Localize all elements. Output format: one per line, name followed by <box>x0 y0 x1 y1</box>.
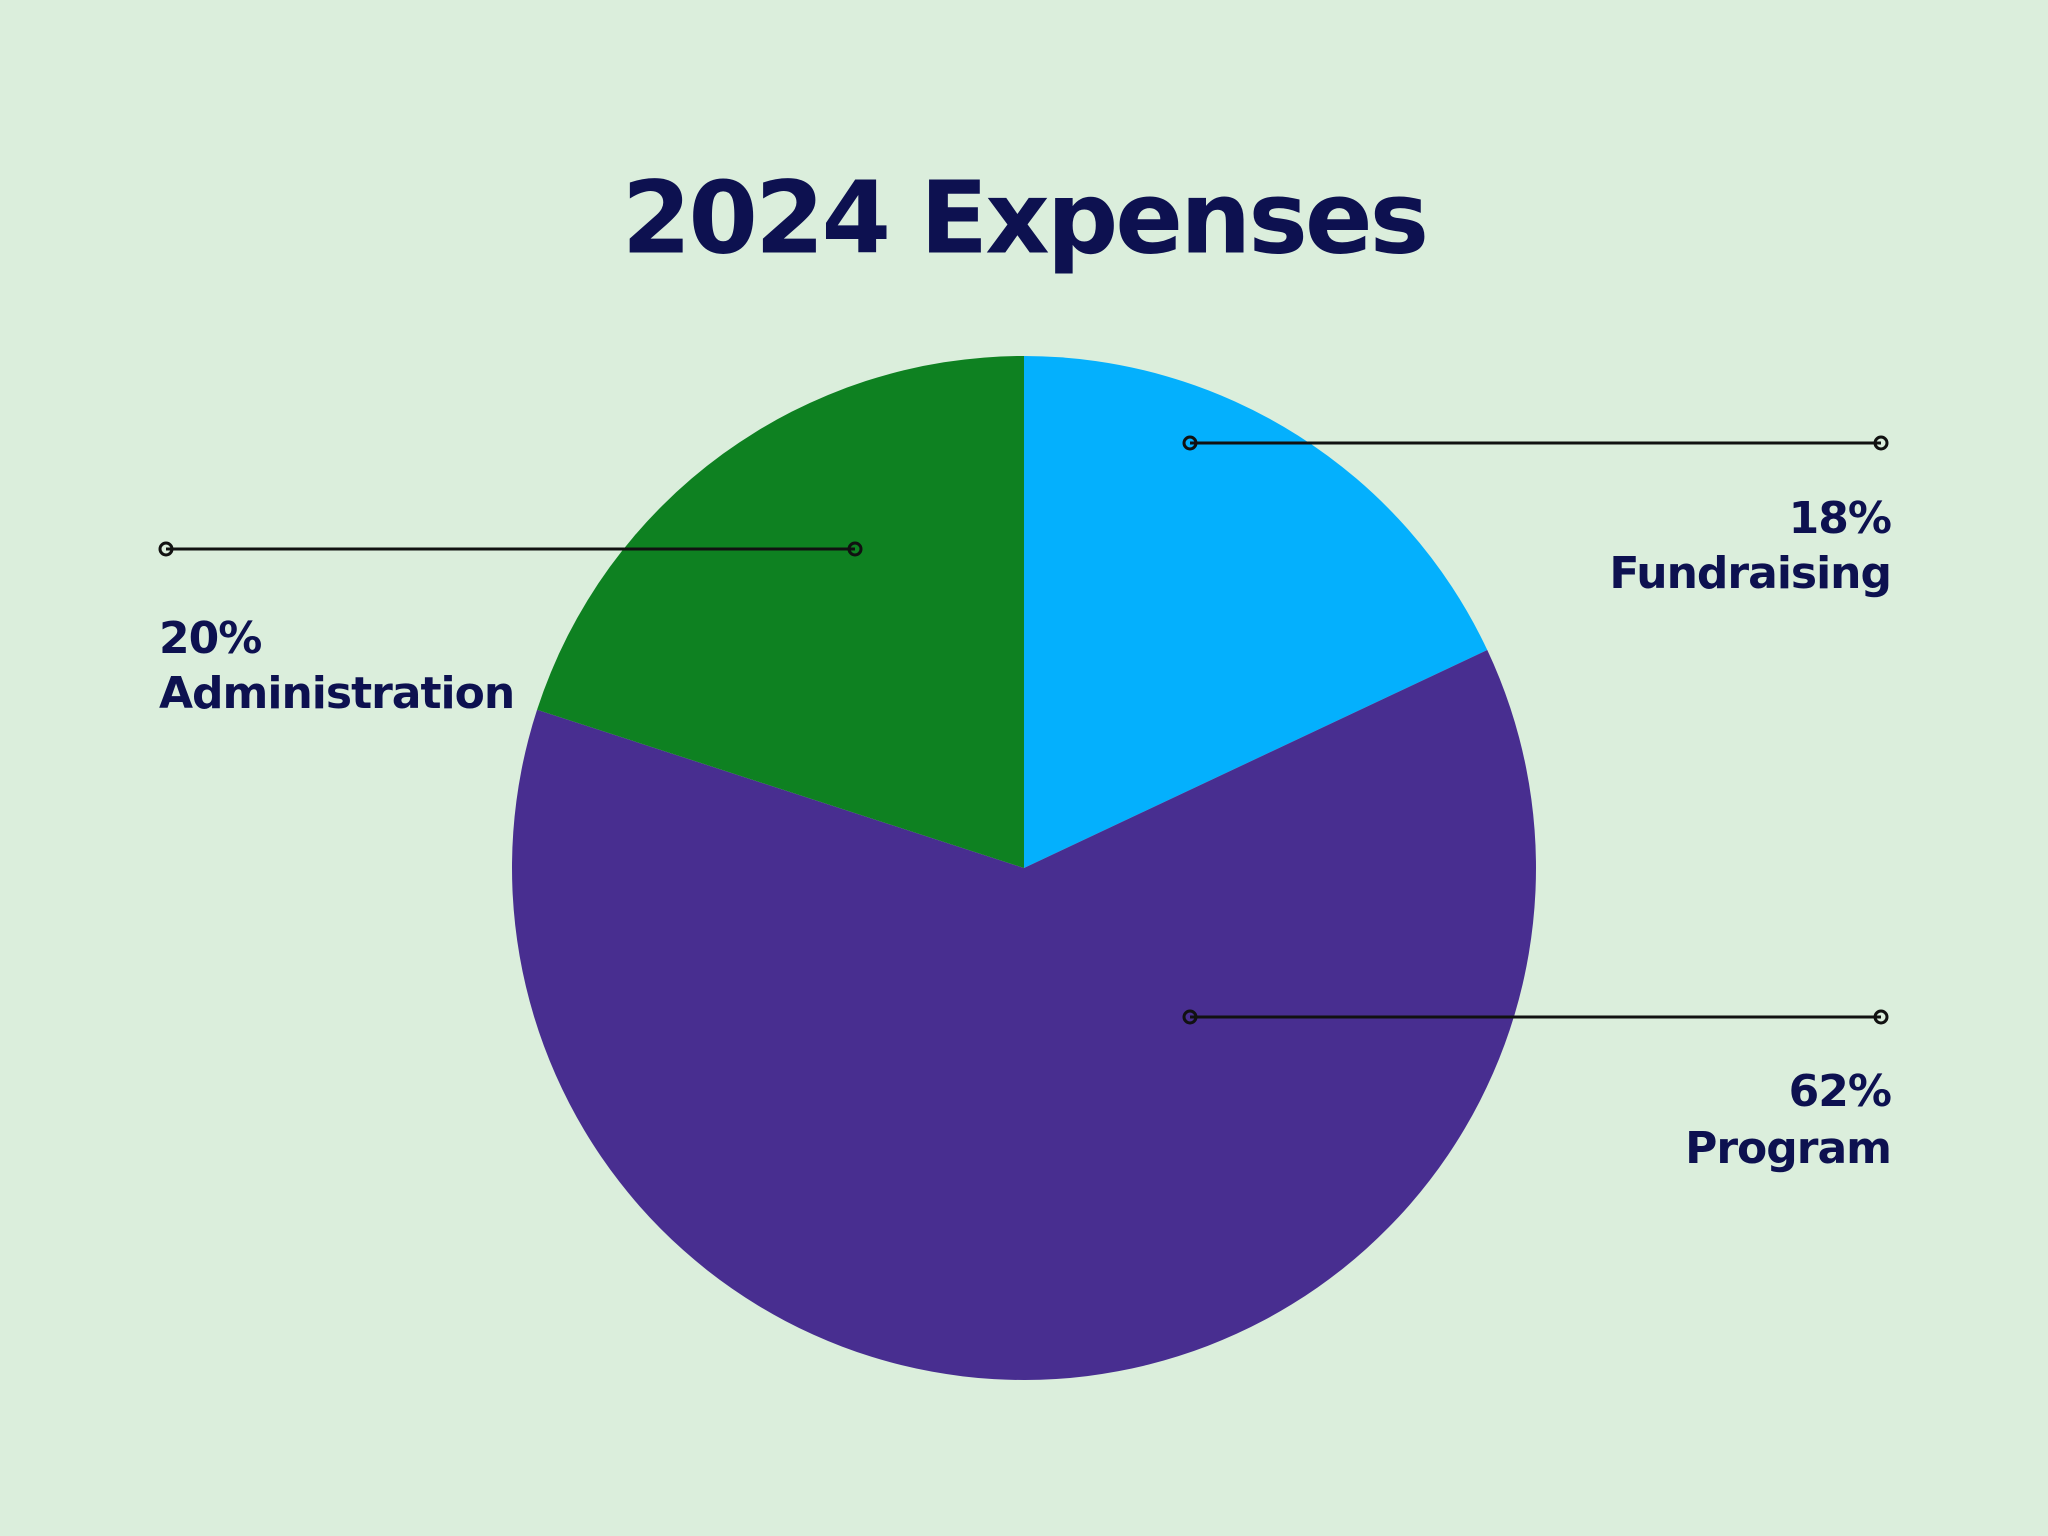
pie-slice <box>512 650 1536 1380</box>
leader-dot <box>847 541 863 557</box>
pie-slice <box>1024 356 1488 868</box>
value-label: 18% <box>1789 493 1891 544</box>
category-label: Program <box>1685 1123 1891 1174</box>
category-label: Fundraising <box>1609 548 1891 599</box>
value-label: 20% <box>159 613 261 664</box>
value-label: 62% <box>1789 1066 1891 1117</box>
pie-slice <box>537 356 1024 868</box>
category-label: Administration <box>159 668 514 719</box>
chart-title: 2024 Expenses <box>622 159 1426 276</box>
pie <box>512 356 1536 1380</box>
leader-dot <box>1182 1009 1198 1025</box>
leader-dot <box>1182 435 1198 451</box>
leader-dot <box>1873 1009 1889 1025</box>
leader-dot <box>1873 435 1889 451</box>
leader-dot <box>158 541 174 557</box>
